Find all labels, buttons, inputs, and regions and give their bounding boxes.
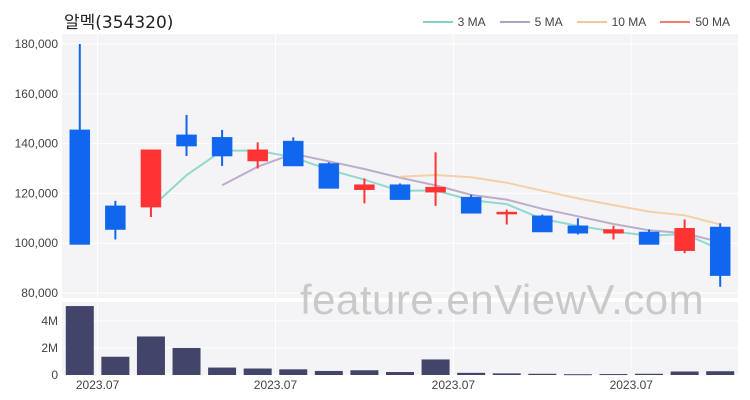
candle-body [567,225,589,234]
candle-body [425,186,446,193]
candle-body [603,229,624,234]
volume-bar [350,370,379,375]
x-tick-label: 2023.07 [432,378,476,392]
volume-bar [421,359,450,375]
volume-bar [243,368,272,375]
candle-body [709,226,731,276]
legend-label-10ma: 10 MA [611,15,647,29]
volume-bar [101,356,130,375]
volume-bar [279,369,308,375]
volume-bar [208,367,237,375]
legend-item-3ma: 3 MA [422,15,486,29]
volume-bar [635,373,664,375]
legend-swatch-3ma [422,21,453,23]
volume-bar [386,372,414,375]
legend-label-3ma: 3 MA [457,15,486,29]
legend-swatch-5ma [499,21,530,23]
volume-tick-label: 4M [41,314,58,328]
volume-bar [492,373,521,375]
volume-bar [670,371,699,375]
volume-bar [314,370,343,375]
volume-bar [706,371,735,375]
candle-body [496,211,517,215]
price-tick-label: 80,000 [21,286,58,300]
volume-tick-label: 0 [51,368,58,382]
legend-swatch-50ma [660,21,691,23]
volume-bar [65,306,94,375]
candle-body [247,149,268,162]
candle-body [211,137,233,157]
candle-body [176,134,197,147]
chart-legend: 3 MA 5 MA 10 MA 50 MA [422,15,730,29]
candle-body [354,184,375,190]
volume-bar [172,347,201,375]
volume-bar [599,374,628,376]
price-tick-label: 180,000 [15,37,59,51]
legend-item-50ma: 50 MA [660,15,730,29]
x-tick-label: 2023.07 [610,378,654,392]
legend-swatch-10ma [576,21,607,23]
candle-body [638,231,660,245]
price-panel [62,34,738,298]
candle-body [532,215,553,233]
x-tick-label: 2023.07 [254,378,298,392]
candle-body [140,149,162,208]
candle-body [105,205,126,230]
volume-tick-label: 2M [41,341,58,355]
volume-bar [136,336,165,375]
x-tick-label: 2023.07 [76,378,120,392]
legend-item-10ma: 10 MA [576,15,647,29]
candle-body [674,228,695,251]
volume-bar [563,374,592,376]
volume-bar [457,372,486,375]
candle-body [460,196,482,214]
ma-line-10ma [399,173,721,226]
price-tick-label: 140,000 [15,137,59,151]
legend-item-5ma: 5 MA [499,15,563,29]
price-tick-label: 160,000 [15,87,59,101]
price-tick-label: 100,000 [15,236,59,250]
candle-body [389,184,411,200]
legend-label-5ma: 5 MA [534,15,563,29]
volume-bar [528,373,557,375]
price-tick-label: 120,000 [15,186,59,200]
chart-title: 알멕(354320) [64,13,174,33]
candle-body [283,140,304,167]
candle-body [318,163,340,189]
watermark: feature.enViewV.com [300,276,705,323]
legend-label-50ma: 50 MA [695,15,730,29]
candle-body [69,129,91,245]
